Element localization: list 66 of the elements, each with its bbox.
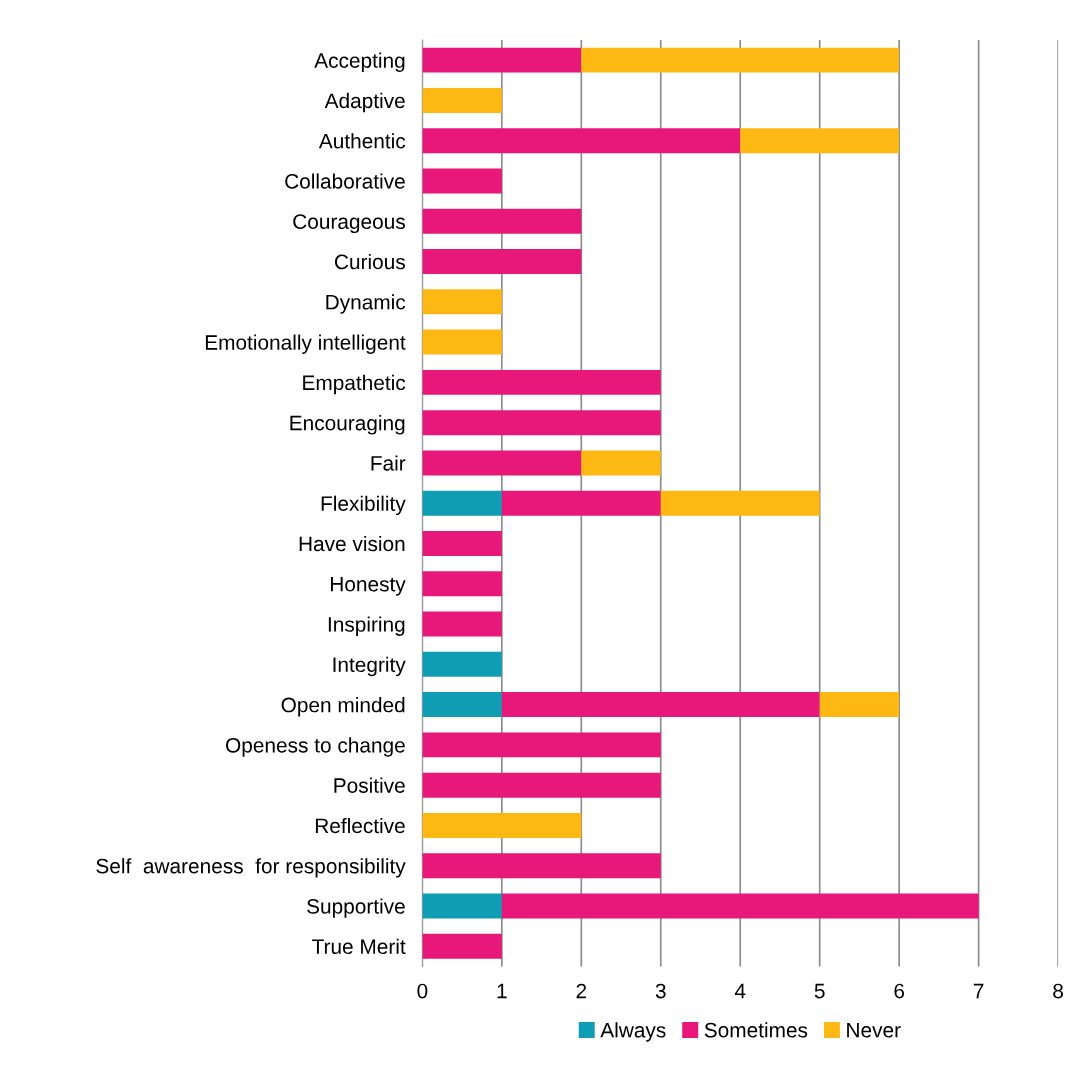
bar bbox=[422, 450, 582, 476]
bar bbox=[422, 369, 661, 395]
y-tick-label: Encouraging bbox=[290, 415, 405, 435]
bar bbox=[422, 47, 582, 73]
bar bbox=[422, 692, 502, 718]
y-tick-label: Curious bbox=[334, 253, 405, 270]
bar bbox=[422, 289, 502, 315]
x-tick-label: 5 bbox=[814, 983, 825, 999]
bar bbox=[422, 208, 582, 234]
y-tick-label: Honesty bbox=[330, 576, 406, 596]
bar bbox=[740, 128, 900, 154]
y-tick-label: Flexibility bbox=[321, 495, 406, 516]
bar bbox=[422, 853, 661, 879]
y-tick-label: Authentic bbox=[318, 133, 406, 149]
y-tick-label: Inspiring bbox=[328, 616, 405, 636]
bar bbox=[660, 490, 820, 516]
bar bbox=[422, 168, 502, 194]
y-tick-label: Dynamic bbox=[326, 294, 406, 314]
bar bbox=[422, 772, 661, 798]
y-tick-label: Fair bbox=[371, 455, 406, 471]
bar bbox=[819, 692, 900, 718]
bar bbox=[422, 933, 502, 959]
bar bbox=[422, 732, 661, 758]
x-tick-label: 0 bbox=[417, 983, 428, 999]
bar bbox=[422, 531, 502, 556]
y-tick-label: Open minded bbox=[281, 697, 405, 717]
y-tick-label: Emotionally intelligent bbox=[205, 334, 406, 354]
bar bbox=[422, 329, 502, 355]
y-tick-label: Positive bbox=[334, 777, 405, 793]
x-tick-label: 8 bbox=[1053, 983, 1063, 999]
bar bbox=[422, 490, 502, 516]
bar bbox=[501, 692, 820, 718]
y-tick-label: Accepting bbox=[314, 52, 405, 73]
bar bbox=[422, 87, 502, 113]
legend-label: Never bbox=[847, 1022, 901, 1038]
legend-label: Always bbox=[600, 1022, 666, 1042]
bar bbox=[422, 611, 502, 637]
y-tick-label: Reflective bbox=[315, 817, 405, 834]
x-tick-label: 1 bbox=[497, 983, 507, 999]
y-tick-label: Adaptive bbox=[324, 92, 405, 113]
x-tick-label: 7 bbox=[973, 983, 984, 999]
y-tick-label: Collaborative bbox=[285, 173, 405, 189]
y-tick-label: Integrity bbox=[333, 656, 406, 677]
bar bbox=[501, 893, 979, 919]
y-tick-label: True Merit bbox=[312, 938, 406, 955]
bar bbox=[422, 571, 502, 597]
bar bbox=[501, 490, 661, 516]
bar bbox=[581, 450, 661, 476]
y-tick-label: Openess to change bbox=[226, 737, 405, 757]
x-tick-label: 6 bbox=[894, 983, 905, 999]
x-tick-label: 3 bbox=[655, 983, 666, 999]
bar bbox=[422, 812, 582, 838]
y-tick-label: Self awareness for responsibility bbox=[96, 858, 406, 878]
bar bbox=[422, 893, 502, 919]
bar bbox=[422, 249, 582, 275]
bar bbox=[422, 410, 661, 436]
legend-label: Sometimes bbox=[704, 1022, 808, 1038]
y-tick-label: Have vision bbox=[299, 535, 405, 552]
bar bbox=[422, 128, 741, 154]
y-tick-label: Empathetic bbox=[303, 374, 406, 395]
x-tick-label: 2 bbox=[576, 983, 587, 999]
bar bbox=[581, 47, 900, 73]
y-tick-label: Courageous bbox=[293, 214, 405, 234]
x-tick-label: 4 bbox=[734, 983, 746, 999]
y-tick-label: Supportive bbox=[307, 898, 405, 918]
bar bbox=[422, 651, 502, 677]
